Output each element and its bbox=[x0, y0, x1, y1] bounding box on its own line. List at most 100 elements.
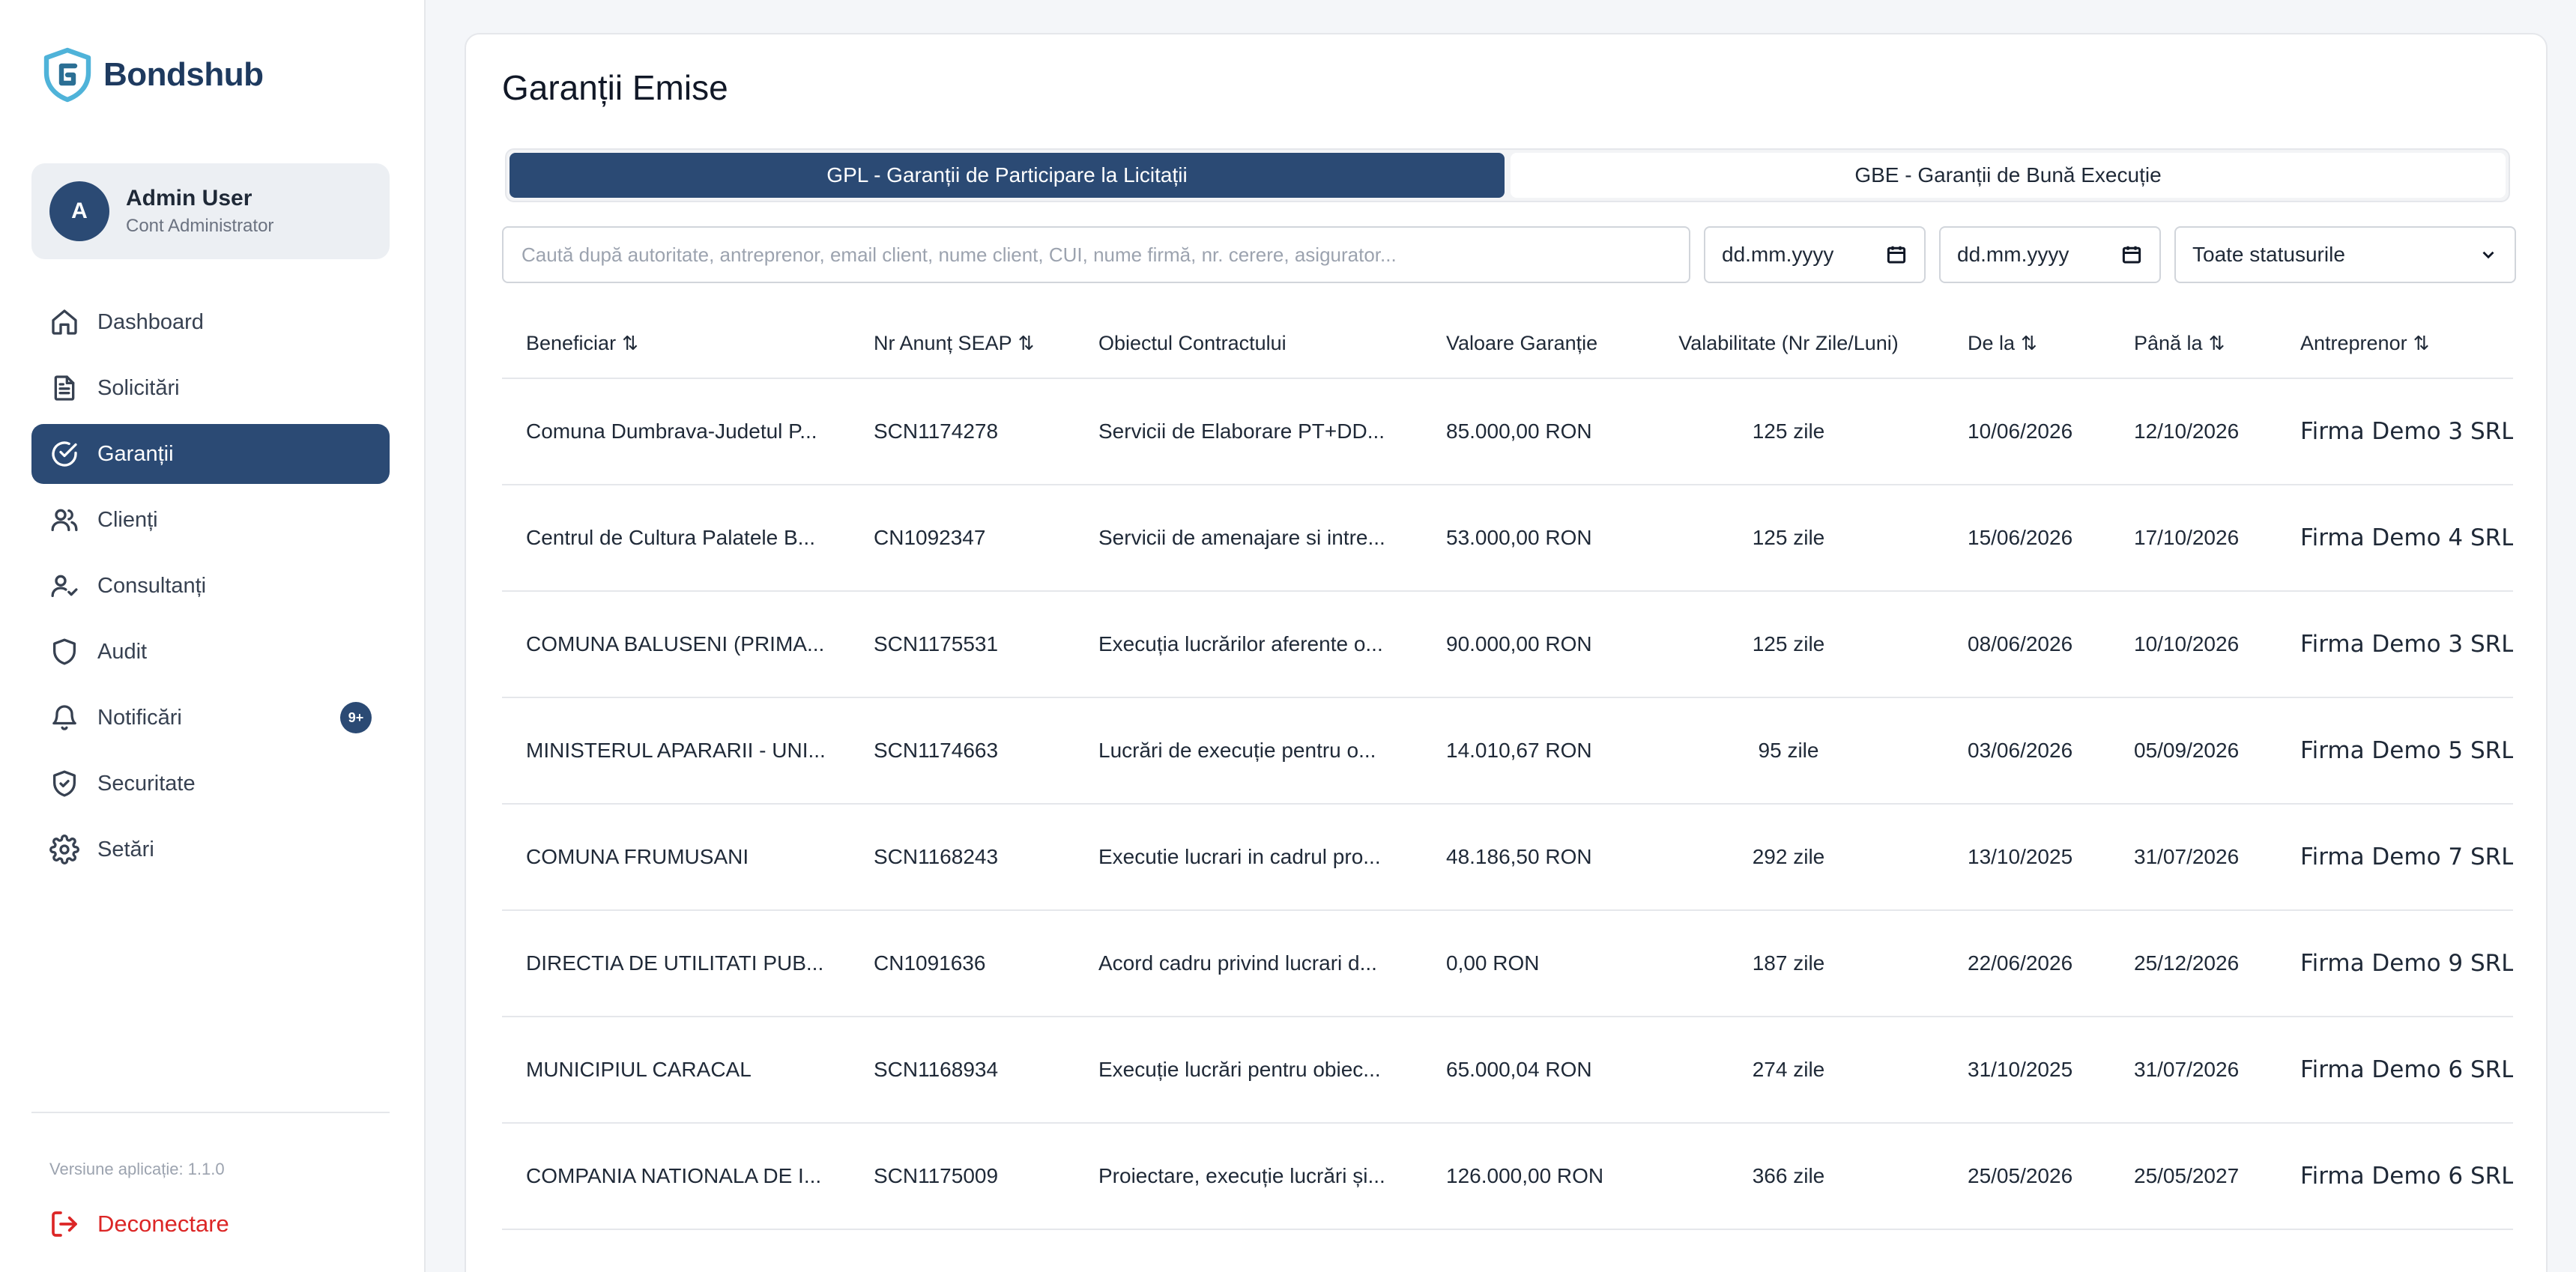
sort-icon: ⇅ bbox=[2208, 331, 2225, 354]
cell-valabilitate: 274 zile bbox=[1752, 1058, 1825, 1081]
cell-obiect: Execuție lucrări pentru obiec... bbox=[1098, 1058, 1381, 1081]
cell-de-la: 10/06/2026 bbox=[1968, 420, 2073, 443]
cell-valoare: 65.000,04 RON bbox=[1446, 1058, 1592, 1081]
user-card[interactable]: A Admin User Cont Administrator bbox=[31, 163, 390, 259]
cell-obiect: Proiectare, execuție lucrări și... bbox=[1098, 1164, 1385, 1187]
table-row[interactable]: COMPANIA NATIONALA DE I... SCN1175009 Pr… bbox=[502, 1124, 2513, 1230]
calendar-icon bbox=[1887, 246, 1906, 264]
tab-gpl[interactable]: GPL - Garanții de Participare la Licitaț… bbox=[510, 153, 1505, 198]
date-to-value: dd.mm.yyyy bbox=[1957, 243, 2069, 266]
cell-antreprenor: Firma Demo 4 SRL bbox=[2300, 524, 2513, 551]
cell-valabilitate: 187 zile bbox=[1752, 951, 1825, 975]
sidebar-item-audit[interactable]: Audit bbox=[31, 622, 390, 682]
sidebar-divider bbox=[31, 1112, 390, 1113]
tab-gbe[interactable]: GBE - Garanții de Bună Execuție bbox=[1511, 153, 2506, 198]
col-header-de-la[interactable]: De la ⇅ bbox=[1968, 331, 2037, 354]
main-card: Garanții Emise GPL - Garanții de Partici… bbox=[465, 33, 2548, 1272]
cell-valoare: 53.000,00 RON bbox=[1446, 526, 1592, 549]
sidebar-item-label: Garanții bbox=[97, 441, 174, 466]
cell-valabilitate: 125 zile bbox=[1752, 420, 1825, 443]
sidebar-item-notificari[interactable]: Notificări 9+ bbox=[31, 688, 390, 748]
document-icon bbox=[54, 375, 75, 401]
col-header-antreprenor[interactable]: Antreprenor ⇅ bbox=[2300, 331, 2430, 354]
col-header-beneficiar[interactable]: Beneficiar ⇅ bbox=[526, 331, 638, 354]
status-select-value: Toate statusurile bbox=[2192, 243, 2345, 266]
cell-de-la: 08/06/2026 bbox=[1968, 632, 2073, 655]
cell-de-la: 22/06/2026 bbox=[1968, 951, 2073, 975]
cell-beneficiar: COMUNA BALUSENI (PRIMA... bbox=[526, 632, 825, 655]
filters-bar: dd.mm.yyyy dd.mm.yyyy Toate statusurile bbox=[502, 226, 2516, 283]
sort-icon: ⇅ bbox=[2021, 331, 2037, 354]
sidebar-item-consultanti[interactable]: Consultanți bbox=[31, 556, 390, 616]
cell-valabilitate: 125 zile bbox=[1752, 632, 1825, 655]
cell-antreprenor: Firma Demo 3 SRL bbox=[2300, 418, 2513, 445]
date-from-input[interactable]: dd.mm.yyyy bbox=[1704, 226, 1926, 283]
table-row[interactable]: DIRECTIA DE UTILITATI PUB... CN1091636 A… bbox=[502, 911, 2513, 1017]
cell-antreprenor: Firma Demo 7 SRL bbox=[2300, 844, 2513, 870]
cell-de-la: 15/06/2026 bbox=[1968, 526, 2073, 549]
logout-icon bbox=[52, 1211, 77, 1237]
sidebar-nav: Dashboard Solicitări Garanții Clienți Co… bbox=[31, 292, 390, 885]
cell-obiect: Servicii de Elaborare PT+DD... bbox=[1098, 420, 1385, 443]
sidebar-item-setari[interactable]: Setări bbox=[31, 820, 390, 879]
table-header: Beneficiar ⇅ Nr Anunț SEAP ⇅ Obiectul Cont… bbox=[502, 309, 2513, 379]
sidebar-item-label: Setări bbox=[97, 837, 154, 861]
shield-check-icon bbox=[53, 770, 76, 797]
logout-button[interactable]: Deconectare bbox=[49, 1209, 229, 1239]
cell-nr-anunt: SCN1168243 bbox=[874, 845, 999, 868]
cell-valabilitate: 366 zile bbox=[1752, 1164, 1825, 1187]
sidebar-item-dashboard[interactable]: Dashboard bbox=[31, 292, 390, 352]
sidebar: Bondshub A Admin User Cont Administrator… bbox=[0, 0, 426, 1272]
cell-de-la: 25/05/2026 bbox=[1968, 1164, 2073, 1187]
cell-antreprenor: Firma Demo 9 SRL bbox=[2300, 950, 2513, 977]
cell-valabilitate: 125 zile bbox=[1752, 526, 1825, 549]
sidebar-item-solicitari[interactable]: Solicitări bbox=[31, 358, 390, 418]
table-row[interactable]: COMUNA BALUSENI (PRIMA... SCN1175531 Exe… bbox=[502, 592, 2513, 698]
col-header-obiect: Obiectul Contractului bbox=[1098, 331, 1287, 354]
user-check-icon bbox=[51, 575, 78, 597]
cell-obiect: Executie lucrari in cadrul pro... bbox=[1098, 845, 1381, 868]
cell-valoare: 48.186,50 RON bbox=[1446, 845, 1592, 868]
cell-nr-anunt: SCN1174278 bbox=[874, 420, 999, 443]
cell-valoare: 0,00 RON bbox=[1446, 951, 1540, 975]
cell-nr-anunt: SCN1175009 bbox=[874, 1164, 999, 1187]
table-row[interactable]: Comuna Dumbrava-Judetul P... SCN1174278 … bbox=[502, 379, 2513, 485]
table-row[interactable]: Centrul de Cultura Palatele B... CN10923… bbox=[502, 485, 2513, 592]
notification-badge: 9+ bbox=[340, 702, 372, 733]
cell-pana-la: 31/07/2026 bbox=[2134, 1058, 2240, 1081]
cell-beneficiar: DIRECTIA DE UTILITATI PUB... bbox=[526, 951, 824, 975]
cell-antreprenor: Firma Demo 3 SRL bbox=[2300, 631, 2513, 658]
date-to-input[interactable]: dd.mm.yyyy bbox=[1939, 226, 2161, 283]
sidebar-item-securitate[interactable]: Securitate bbox=[31, 754, 390, 814]
col-header-pana-la[interactable]: Până la ⇅ bbox=[2134, 331, 2225, 354]
cell-antreprenor: Firma Demo 6 SRL bbox=[2300, 1056, 2513, 1083]
app-version: Versiune aplicație: 1.1.0 bbox=[49, 1160, 225, 1178]
page-title: Garanții Emise bbox=[502, 68, 728, 107]
user-role: Cont Administrator bbox=[126, 216, 274, 236]
table-row[interactable]: MUNICIPIUL CARACAL SCN1168934 Execuție l… bbox=[502, 1017, 2513, 1124]
cell-beneficiar: MUNICIPIUL CARACAL bbox=[526, 1058, 752, 1081]
cell-obiect: Lucrări de execuție pentru o... bbox=[1098, 739, 1376, 762]
search-input[interactable] bbox=[502, 226, 1690, 283]
cell-beneficiar: MINISTERUL APARARII - UNI... bbox=[526, 739, 826, 762]
sidebar-item-label: Audit bbox=[97, 639, 148, 664]
user-name: Admin User bbox=[126, 186, 253, 211]
cell-obiect: Servicii de amenajare si intre... bbox=[1098, 526, 1385, 549]
sidebar-item-clienti[interactable]: Clienți bbox=[31, 490, 390, 550]
users-icon bbox=[51, 509, 78, 531]
calendar-icon bbox=[2122, 246, 2141, 264]
cell-valoare: 85.000,00 RON bbox=[1446, 420, 1592, 443]
table-row[interactable]: COMUNA FRUMUSANI SCN1168243 Executie luc… bbox=[502, 805, 2513, 911]
brand[interactable]: Bondshub bbox=[42, 45, 264, 105]
cell-de-la: 31/10/2025 bbox=[1968, 1058, 2073, 1081]
cell-nr-anunt: SCN1174663 bbox=[874, 739, 999, 762]
sidebar-item-label: Notificări bbox=[97, 705, 182, 730]
cell-valoare: 14.010,67 RON bbox=[1446, 739, 1592, 762]
sidebar-item-garantii[interactable]: Garanții bbox=[31, 424, 390, 484]
status-select[interactable]: Toate statusurile bbox=[2174, 226, 2516, 283]
col-header-nr-anunt[interactable]: Nr Anunț SEAP ⇅ bbox=[874, 331, 1035, 354]
bondshub-logo-icon bbox=[43, 47, 91, 103]
table-row[interactable]: MINISTERUL APARARII - UNI... SCN1174663 … bbox=[502, 698, 2513, 805]
cell-obiect: Execuția lucrărilor aferente o... bbox=[1098, 632, 1383, 655]
cell-pana-la: 17/10/2026 bbox=[2134, 526, 2240, 549]
